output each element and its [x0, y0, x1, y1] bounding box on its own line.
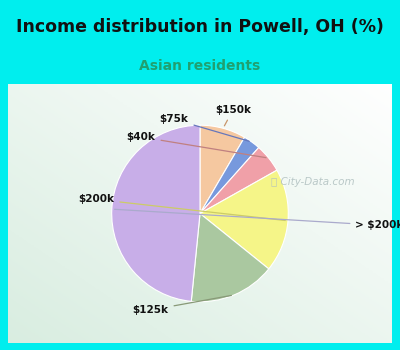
Wedge shape	[112, 125, 200, 301]
Wedge shape	[200, 137, 259, 214]
Text: > $200k: > $200k	[114, 209, 400, 230]
Text: Asian residents: Asian residents	[139, 58, 261, 72]
Wedge shape	[200, 125, 244, 214]
Text: ⓘ City-Data.com: ⓘ City-Data.com	[271, 177, 355, 187]
Text: $150k: $150k	[215, 105, 251, 126]
Wedge shape	[200, 170, 288, 269]
Text: $200k: $200k	[78, 194, 285, 220]
Text: $40k: $40k	[127, 132, 266, 158]
Text: Income distribution in Powell, OH (%): Income distribution in Powell, OH (%)	[16, 18, 384, 36]
Text: $75k: $75k	[160, 114, 249, 141]
Wedge shape	[200, 148, 277, 214]
Text: $125k: $125k	[132, 295, 231, 315]
Wedge shape	[191, 214, 269, 302]
